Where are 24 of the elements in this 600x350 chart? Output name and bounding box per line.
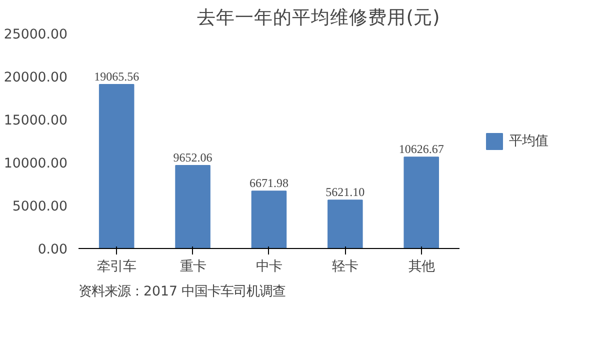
text: 6671.98 [249,176,288,190]
y-tick-label: 20000.00 [4,70,68,86]
bar [175,164,210,248]
y-tick-label: 25000.00 [4,28,68,42]
text: 19065.56 [94,70,140,84]
x-tick-label: 其他 [408,260,434,274]
text: 9652.06 [173,150,212,164]
text: 资料来源：2017 中国卡车司机调查 [78,284,286,300]
x-tick-label: 重卡 [180,260,206,274]
x-tick-label: 轻卡 [332,260,358,274]
bar [98,84,134,248]
legend-label: 平均值 [509,132,548,150]
text: 10626.67 [398,142,444,156]
y-tick-label: 15000.00 [4,114,68,128]
text: 5621.10 [326,185,365,200]
bar [251,190,287,248]
y-tick-label: 5000.00 [12,200,68,214]
bar [328,200,363,248]
bar [404,156,439,248]
x-tick-label: 牵引车 [97,260,136,274]
y-tick-label: 10000.00 [4,156,68,172]
chart-title: 去年一年的平均维修费用(元) [197,6,440,28]
y-tick-label: 0.00 [38,242,68,258]
x-tick-label: 中卡 [256,260,282,274]
